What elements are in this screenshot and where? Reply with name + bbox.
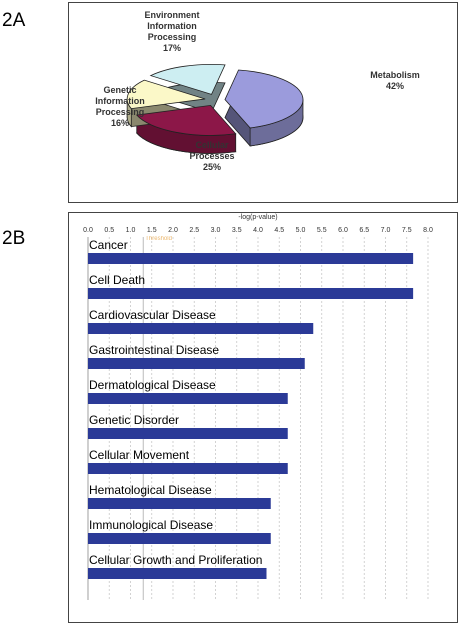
bar xyxy=(88,323,314,334)
x-tick-label: 5.5 xyxy=(317,227,327,234)
x-tick-label: 6.0 xyxy=(338,227,348,234)
category-label: Cell Death xyxy=(89,273,145,287)
x-tick-label: 1.5 xyxy=(147,227,157,234)
x-tick-label: 4.5 xyxy=(274,227,284,234)
category-label: Gastrointestinal Disease xyxy=(89,343,219,357)
x-tick-label: 7.0 xyxy=(381,227,391,234)
category-label: Cardiovascular Disease xyxy=(89,308,216,322)
bar xyxy=(88,393,288,404)
bar xyxy=(88,533,271,544)
category-label: Cellular Growth and Proliferation xyxy=(89,553,262,567)
bar xyxy=(88,288,414,299)
pie-slice xyxy=(135,104,237,136)
x-tick-label: 6.5 xyxy=(359,227,369,234)
bar xyxy=(88,253,414,264)
slice-label: Genetic Information Processing 16% xyxy=(70,85,170,129)
slice-label: Metabolism 42% xyxy=(345,70,445,92)
x-tick-label: 3.0 xyxy=(211,227,221,234)
category-label: Dermatological Disease xyxy=(89,378,216,392)
panel-b-frame xyxy=(68,212,458,623)
bar xyxy=(88,358,305,369)
slice-name: Environment Information Processing xyxy=(144,10,200,42)
slice-value: 25% xyxy=(202,162,221,172)
pie-slice xyxy=(149,63,226,95)
slice-label: Environment Information Processing 17% xyxy=(122,10,222,54)
bar xyxy=(88,463,288,474)
pie-slice xyxy=(224,69,304,129)
x-tick-label: 2.5 xyxy=(189,227,199,234)
x-tick-label: 0.0 xyxy=(83,227,93,234)
slice-value: 42% xyxy=(385,81,404,91)
category-label: Cancer xyxy=(89,238,128,252)
threshold-label: Threshold xyxy=(145,236,172,242)
pie-slice xyxy=(126,79,206,110)
slice-value: 17% xyxy=(162,43,181,53)
x-tick-label: 5.0 xyxy=(296,227,306,234)
panel-label: 2B xyxy=(2,228,25,249)
bar xyxy=(88,428,288,439)
x-tick-label: 8.0 xyxy=(423,227,433,234)
slice-name: Metabolism xyxy=(370,70,420,80)
panel-label: 2A xyxy=(2,10,26,31)
category-label: Immunological Disease xyxy=(89,518,213,532)
x-tick-label: 4.0 xyxy=(253,227,263,234)
bar xyxy=(88,498,271,509)
x-tick-label: 7.5 xyxy=(402,227,412,234)
x-tick-label: 0.5 xyxy=(104,227,114,234)
category-label: Genetic Disorder xyxy=(89,413,179,427)
x-tick-label: 3.5 xyxy=(232,227,242,234)
panel-a-frame xyxy=(68,2,458,203)
category-label: Hematological Disease xyxy=(89,483,212,497)
x-tick-label: 1.0 xyxy=(126,227,136,234)
slice-value: 16% xyxy=(110,118,129,128)
x-tick-label: 2.0 xyxy=(168,227,178,234)
slice-name: Cellular Processes xyxy=(189,140,235,161)
category-label: Cellular Movement xyxy=(89,448,190,462)
x-axis-title: -log(p-value) xyxy=(238,214,277,221)
slice-label: Cellular Processes 25% xyxy=(162,140,262,173)
bar xyxy=(88,568,267,579)
slice-name: Genetic Information Processing xyxy=(95,85,145,117)
